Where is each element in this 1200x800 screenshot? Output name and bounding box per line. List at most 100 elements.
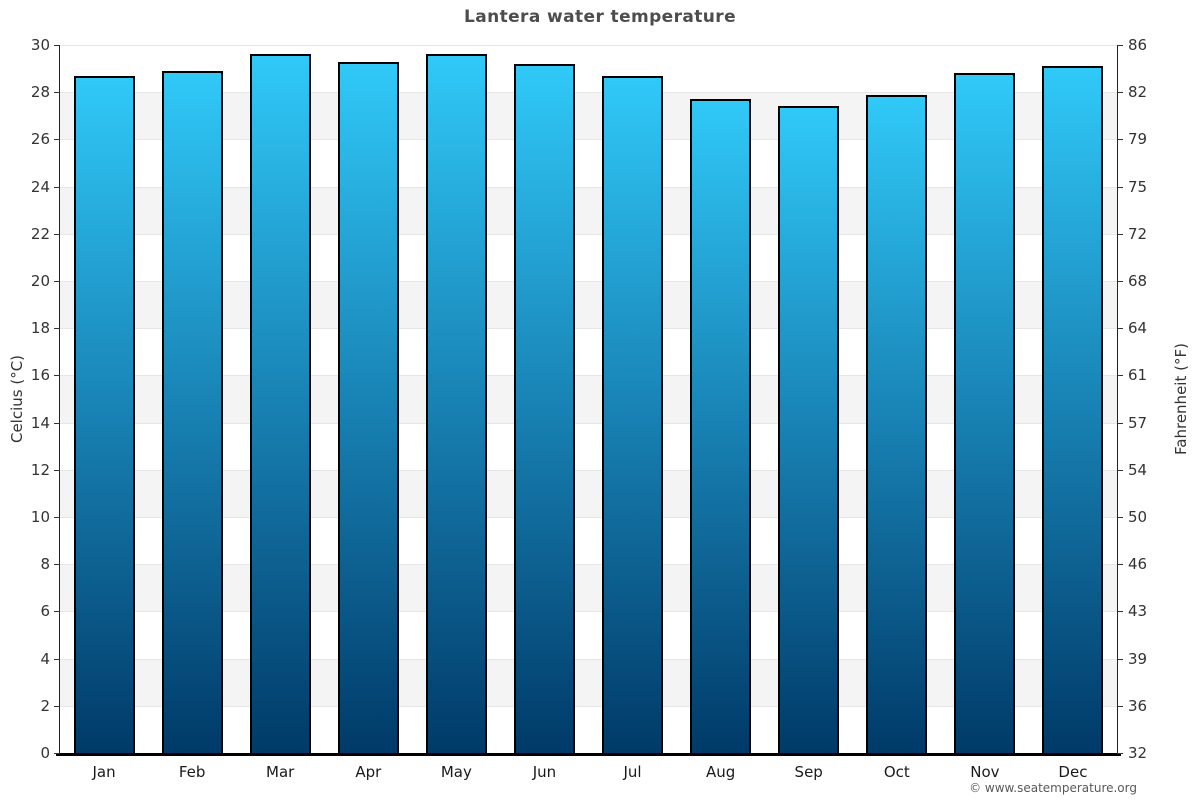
background-band [60,469,1117,517]
month-label-jun: Jun [532,763,557,781]
month-label-jan: Jan [92,763,116,781]
celsius-tick-label: 24 [30,177,50,196]
tick-mark [1117,564,1123,566]
celsius-tick-label: 14 [30,413,50,432]
gridline [60,375,1117,377]
tick-mark [1117,517,1123,518]
background-band [60,186,1117,234]
gridline [60,139,1117,141]
celsius-tick-label: 26 [30,130,50,149]
tick-mark [54,517,60,518]
bar-feb [161,70,223,753]
celsius-tick-label: 2 [40,696,50,715]
copyright-text: © www.seatemperature.org [969,781,1137,795]
tick-mark [54,375,60,377]
tick-mark [1117,658,1123,660]
celsius-tick-label: 28 [30,83,50,102]
tick-mark [54,186,60,188]
month-label-jul: Jul [623,763,642,781]
fahrenheit-tick-label: 72 [1128,224,1148,243]
gridline [60,517,1117,518]
celsius-tick-label: 20 [30,272,50,290]
celsius-tick-label: 4 [40,649,50,668]
tick-mark [1117,375,1123,377]
gridline [60,705,1117,707]
celsius-tick-label: 12 [30,460,50,479]
tick-mark [54,422,60,424]
celsius-tick-label: 10 [30,508,50,526]
tick-mark [54,611,60,613]
month-label-sep: Sep [794,763,823,781]
bar-sep [778,106,840,753]
fahrenheit-tick-label: 68 [1128,272,1148,290]
fahrenheit-tick-label: 36 [1128,696,1148,715]
tick-mark [54,564,60,566]
month-label-dec: Dec [1058,763,1088,781]
month-label-mar: Mar [266,763,295,781]
fahrenheit-tick-label: 39 [1128,649,1148,668]
tick-mark [54,139,60,141]
background-band [60,92,1117,140]
tick-mark [54,753,60,754]
tick-mark [54,233,60,235]
gridline [60,92,1117,94]
chart-title: Lantera water temperature [463,7,737,27]
celsius-tick-label: 16 [30,366,50,385]
fahrenheit-tick-label: 46 [1128,555,1148,574]
fahrenheit-tick-label: 86 [1128,36,1148,54]
month-label-feb: Feb [178,763,206,781]
tick-mark [54,92,60,94]
fahrenheit-tick-label: 54 [1128,460,1148,479]
tick-mark [1117,469,1123,471]
month-label-apr: Apr [355,763,382,781]
gridline [60,233,1117,235]
celsius-tick-label: 8 [40,555,50,574]
tick-mark [54,328,60,330]
gridline [60,45,1117,46]
month-label-nov: Nov [970,763,1000,781]
bar-aug [690,99,752,753]
bar-apr [337,61,399,753]
bar-jun [513,63,575,753]
gridline [60,422,1117,424]
bar-oct [866,94,928,753]
fahrenheit-tick-label: 57 [1128,413,1148,432]
gridline [60,611,1117,613]
background-band [60,658,1117,706]
month-label-aug: Aug [705,763,736,781]
gridline [60,281,1117,282]
tick-mark [1117,705,1123,707]
month-label-may: May [440,763,472,781]
celsius-tick-label: 6 [40,602,50,621]
tick-mark [1117,45,1123,46]
tick-mark [1117,186,1123,188]
fahrenheit-tick-label: 75 [1128,177,1148,196]
bar-may [425,54,487,753]
bar-jul [602,75,664,753]
tick-mark [54,705,60,707]
fahrenheit-tick-label: 82 [1128,83,1148,102]
tick-mark [1117,233,1123,235]
tick-mark [54,45,60,46]
bar-nov [954,73,1016,753]
bar-dec [1042,66,1104,753]
tick-mark [1117,611,1123,613]
tick-mark [1117,753,1123,754]
fahrenheit-tick-label: 32 [1128,744,1148,762]
background-band [60,375,1117,423]
gridline [60,328,1117,330]
plot-area [60,45,1117,753]
fahrenheit-tick-label: 50 [1128,508,1148,526]
tick-mark [1117,92,1123,94]
gridline [60,564,1117,566]
bar-mar [249,54,311,753]
background-band [60,281,1117,329]
gridline [60,469,1117,471]
right-axis-line [1117,45,1118,756]
month-label-oct: Oct [883,763,910,781]
tick-mark [54,281,60,282]
gridline [60,658,1117,660]
tick-mark [54,469,60,471]
celsius-tick-label: 18 [30,319,50,338]
